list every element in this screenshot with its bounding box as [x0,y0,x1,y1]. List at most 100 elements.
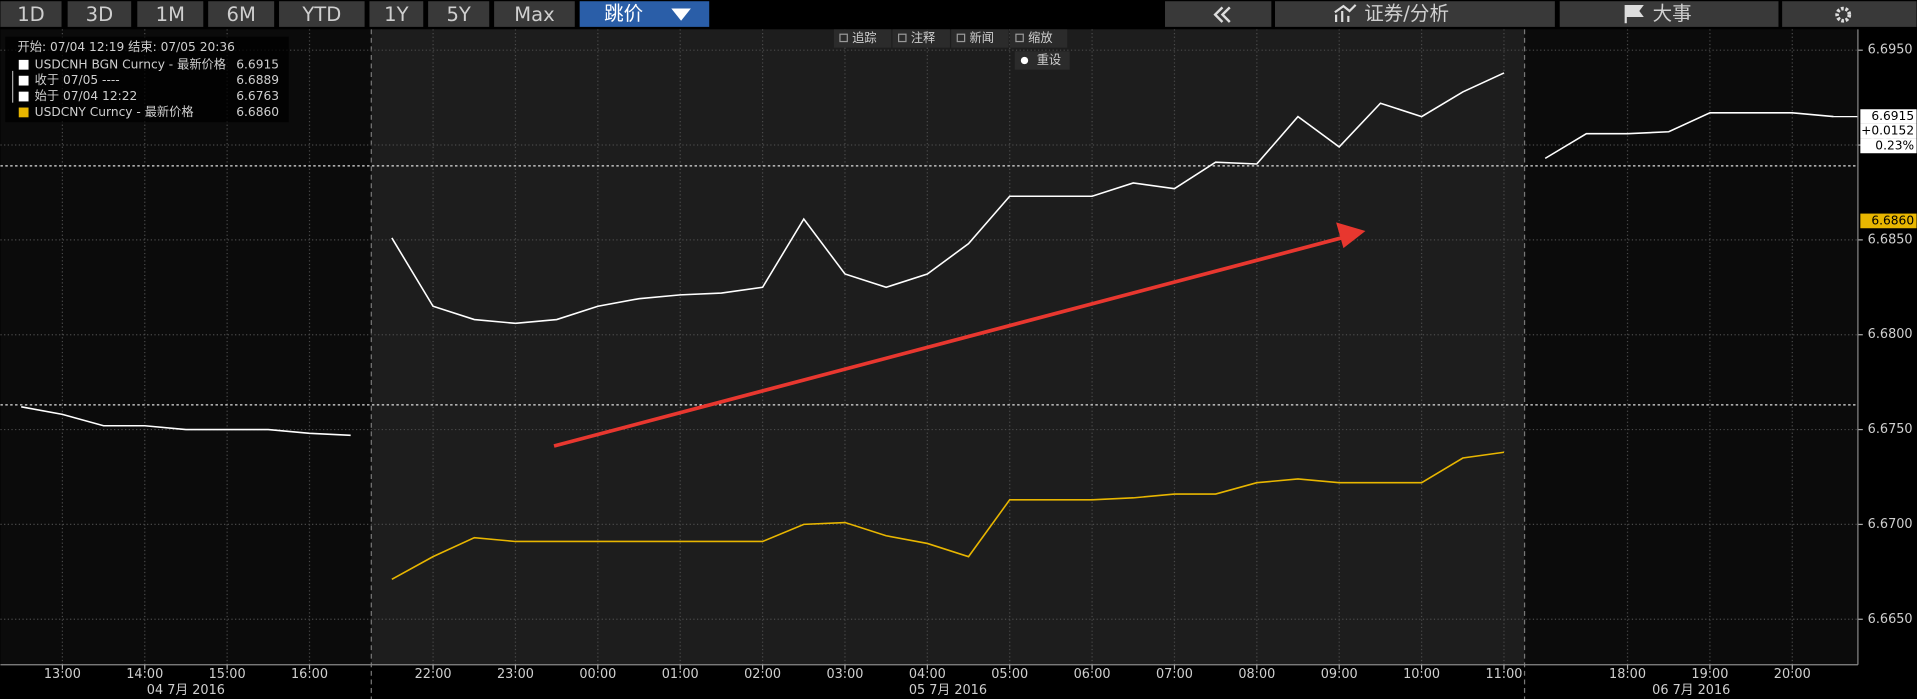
y-tick-label: 6.6800 [1868,327,1913,342]
x-tick-label: 07:00 [1156,667,1193,682]
range-button[interactable] [0,1,62,27]
analysis-icon[interactable] [1334,4,1357,22]
reset-label[interactable]: 重设 [1037,53,1061,67]
legend-swatch [18,107,29,118]
legend-value: 6.6763 [236,89,279,103]
series-line [391,72,1505,325]
x-tick-label: 15:00 [209,667,246,682]
legend-title: 开始: 07/04 12:19 结束: 07/05 20:36 [18,40,235,54]
plot-backgrounds [0,29,1858,699]
range-label[interactable]: YTD [301,3,341,26]
legend-value: 6.6915 [236,57,279,71]
x-tick-label: 01:00 [662,667,699,682]
tool-icon[interactable] [1015,33,1024,43]
range-label[interactable]: 5Y [446,3,470,26]
range-label[interactable]: 6M [227,3,256,26]
y-tick-label: 6.6750 [1868,422,1913,437]
range-label[interactable]: 3D [86,3,114,26]
tool-label[interactable]: 追踪 [852,30,876,45]
x-tick-label: 18:00 [1609,667,1646,682]
series-line [21,406,351,437]
price-tag-box [1860,213,1917,229]
analysis-label[interactable]: 证券/分析 [1364,2,1449,25]
tool-icon[interactable] [839,33,848,43]
mode-button[interactable] [579,1,710,27]
x-tick-label: 02:00 [744,667,781,682]
tool-button[interactable] [1009,29,1068,48]
mode-label[interactable]: 跳价 [604,2,643,25]
x-tick-label: 22:00 [415,667,452,682]
x-tick-label: 05:00 [991,667,1028,682]
tool-button[interactable] [951,29,1009,48]
tool-button[interactable] [892,29,950,48]
toolbar-button[interactable] [1559,1,1779,27]
tool-icon[interactable] [956,33,966,43]
range-button[interactable] [369,1,424,27]
x-tick-label: 03:00 [826,667,863,682]
reset-button[interactable] [1014,51,1070,70]
session-background [0,29,372,665]
x-tick-label: 04:00 [909,667,946,682]
date-label: 04 7月 2016 [147,683,225,698]
y-tick-label: 6.6950 [1868,43,1913,58]
tool-label[interactable]: 新闻 [969,30,993,45]
x-tick-label: 10:00 [1403,667,1440,682]
arrow-head [1336,222,1366,249]
x-tick-label: 14:00 [126,667,163,682]
x-tick-label: 00:00 [579,667,616,682]
x-tick-label: 23:00 [497,667,534,682]
back-icon[interactable] [1213,6,1231,23]
price-tag: 6.6860 [1871,213,1914,227]
date-label: 06 7月 2016 [1652,683,1730,698]
change-box [1860,138,1917,154]
legend-swatch [18,59,29,70]
toolbar-button[interactable] [1165,1,1272,27]
session-background [1524,29,1858,665]
y-tick-label: 6.6650 [1868,612,1913,627]
reset-icon[interactable] [1020,56,1029,65]
settings-icon[interactable] [1835,6,1852,23]
range-label[interactable]: 1M [156,3,185,26]
events-label[interactable]: 大事 [1653,2,1692,25]
tool-icon[interactable] [898,33,907,43]
legend-swatch [18,75,29,86]
range-button[interactable] [279,1,365,27]
range-button[interactable] [137,1,204,27]
flag-icon[interactable] [1624,5,1644,24]
grid [0,29,1858,665]
toolbar-button[interactable] [1275,1,1555,27]
change-box [1860,123,1917,139]
legend-box [5,36,289,123]
x-tick-label: 13:00 [44,667,81,682]
tool-button[interactable] [833,29,892,48]
change-label: 0.23% [1875,138,1914,152]
y-tick-label: 6.6700 [1868,517,1913,532]
date-label: 05 7月 2016 [909,683,987,698]
range-button[interactable] [428,1,490,27]
range-label[interactable]: Max [514,3,554,26]
range-label[interactable]: 1D [17,3,45,26]
session-background [371,29,1525,665]
x-tick-label: 06:00 [1074,667,1111,682]
range-button[interactable] [67,1,132,27]
y-tick-label: 6.6850 [1868,232,1913,247]
series-line [1544,111,1834,160]
x-tick-label: 09:00 [1321,667,1358,682]
legend-swatch [18,91,29,102]
change-label: +0.0152 [1861,124,1914,138]
x-tick-label: 19:00 [1691,667,1728,682]
x-tick-label: 20:00 [1774,667,1811,682]
series-line [391,451,1505,581]
dropdown-arrow[interactable] [671,8,691,21]
legend-name: USDCNY Curncy - 最新价格 [35,104,194,119]
legend-name: 始于 07/04 12:22 [35,89,138,103]
tool-label[interactable]: 注释 [911,30,935,45]
range-button[interactable] [494,1,575,27]
tool-label[interactable]: 缩放 [1028,30,1052,45]
range-label[interactable]: 1Y [384,3,408,26]
legend-value: 6.6889 [236,73,279,87]
range-button[interactable] [208,1,275,27]
